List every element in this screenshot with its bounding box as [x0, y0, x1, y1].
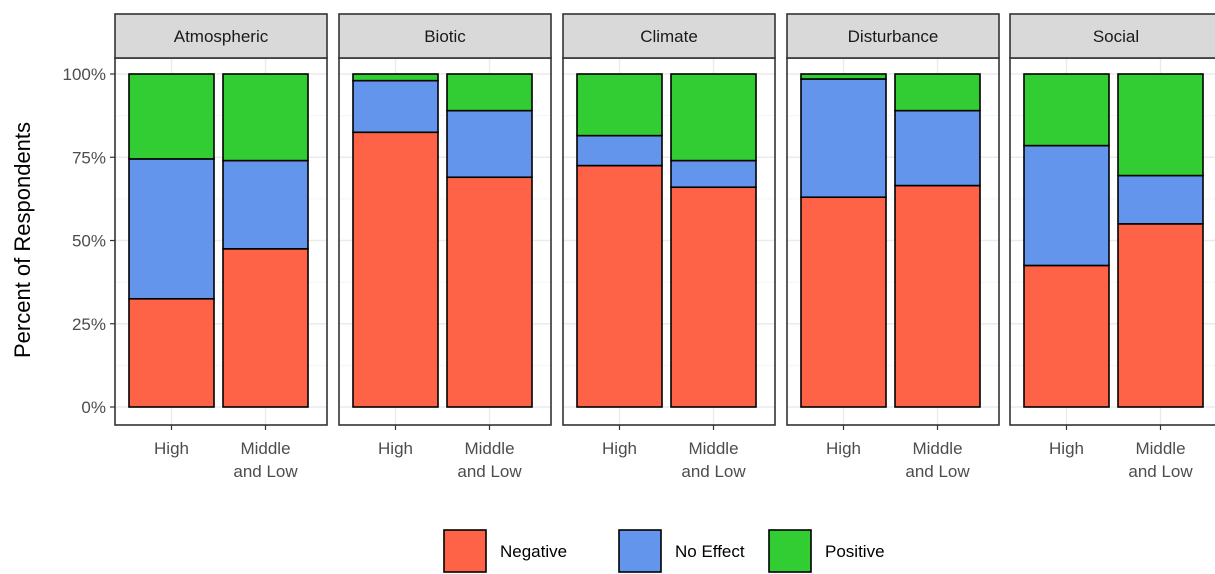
bar-atmospheric-high-negative	[128, 297, 215, 408]
x-tick-label-social-middle-and-low: Middle and Low	[1128, 439, 1193, 481]
bar-biotic-high-positive	[352, 73, 439, 82]
facet-strip-disturbance	[786, 13, 1000, 59]
legend-label-positive: Positive	[825, 542, 885, 561]
bar-social-high-no-effect	[1023, 144, 1110, 267]
bar-disturbance-high-no-effect	[800, 78, 887, 199]
x-tick-label-atmospheric-high: High	[154, 439, 189, 458]
x-tick-label-disturbance-high: High	[826, 439, 861, 458]
bar-atmospheric-middle-and-low-negative	[222, 248, 309, 408]
bar-climate-middle-and-low-no-effect	[670, 159, 757, 189]
bar-social-high-positive	[1023, 73, 1110, 147]
legend-label-negative: Negative	[500, 542, 567, 561]
x-tick-label-social-high: High	[1049, 439, 1084, 458]
facet-strip-biotic	[338, 13, 552, 59]
bar-social-middle-and-low-positive	[1117, 73, 1204, 177]
bar-climate-high-negative	[576, 164, 663, 408]
frame-layer: Atmospheric Biotic Climate Disturbance Socia…	[114, 13, 1215, 426]
y-tick-label: 75%	[72, 148, 106, 167]
facet-strip-atmospheric	[114, 13, 328, 59]
x-tick-label-climate-high: High	[602, 439, 637, 458]
bar-social-middle-and-low-no-effect	[1117, 174, 1204, 225]
bar-social-middle-and-low-negative	[1117, 223, 1204, 408]
bar-biotic-high-no-effect	[352, 79, 439, 134]
y-tick-label: 25%	[72, 315, 106, 334]
bar-biotic-high-negative	[352, 131, 439, 408]
bar-atmospheric-middle-and-low-positive	[222, 73, 309, 162]
facet-label-disturbance: Disturbance	[848, 27, 939, 46]
bar-climate-middle-and-low-positive	[670, 73, 757, 162]
bar-atmospheric-high-positive	[128, 73, 215, 160]
bar-biotic-middle-and-low-negative	[446, 176, 533, 408]
x-tick-label-disturbance-middle-and-low: Middle and Low	[905, 439, 970, 481]
bar-atmospheric-high-no-effect	[128, 158, 215, 300]
facet-strip-social	[1009, 13, 1215, 59]
facet-strip-climate	[562, 13, 776, 59]
bar-climate-middle-and-low-negative	[670, 186, 757, 408]
facet-label-social: Social	[1093, 27, 1139, 46]
x-tick-label-biotic-high: High	[378, 439, 413, 458]
bar-disturbance-middle-and-low-negative	[894, 184, 981, 408]
y-tick-label: 0%	[81, 398, 106, 417]
legend-label-no-effect: No Effect	[675, 542, 745, 561]
facet-label-climate: Climate	[640, 27, 698, 46]
bar-disturbance-high-positive	[800, 73, 887, 80]
legend-key-no-effect	[618, 529, 662, 573]
bars-layer	[128, 73, 1204, 408]
facet-label-atmospheric: Atmospheric	[174, 27, 269, 46]
bar-climate-high-positive	[576, 73, 663, 137]
bar-biotic-middle-and-low-positive	[446, 73, 533, 112]
legend-key-negative	[443, 529, 487, 573]
bar-biotic-middle-and-low-no-effect	[446, 109, 533, 179]
facet-label-biotic: Biotic	[424, 27, 466, 46]
y-tick-label: 100%	[63, 65, 106, 84]
bar-social-high-negative	[1023, 264, 1110, 408]
bar-disturbance-middle-and-low-positive	[894, 73, 981, 112]
legend-key-positive	[768, 529, 812, 573]
y-tick-label: 50%	[72, 232, 106, 251]
y-axis-label: Percent of Respondents	[10, 122, 35, 358]
bar-disturbance-middle-and-low-no-effect	[894, 109, 981, 187]
x-tick-label-climate-middle-and-low: Middle and Low	[681, 439, 746, 481]
bar-disturbance-high-negative	[800, 196, 887, 408]
axis-layer: High Middle and Low High Middle and Low High Mi…	[63, 65, 1194, 481]
legend: Negative No Effect Positive	[443, 529, 885, 573]
x-tick-label-atmospheric-middle-and-low: Middle and Low	[233, 439, 298, 481]
bar-climate-high-no-effect	[576, 134, 663, 167]
x-tick-label-biotic-middle-and-low: Middle and Low	[457, 439, 522, 481]
bar-atmospheric-middle-and-low-no-effect	[222, 159, 309, 250]
